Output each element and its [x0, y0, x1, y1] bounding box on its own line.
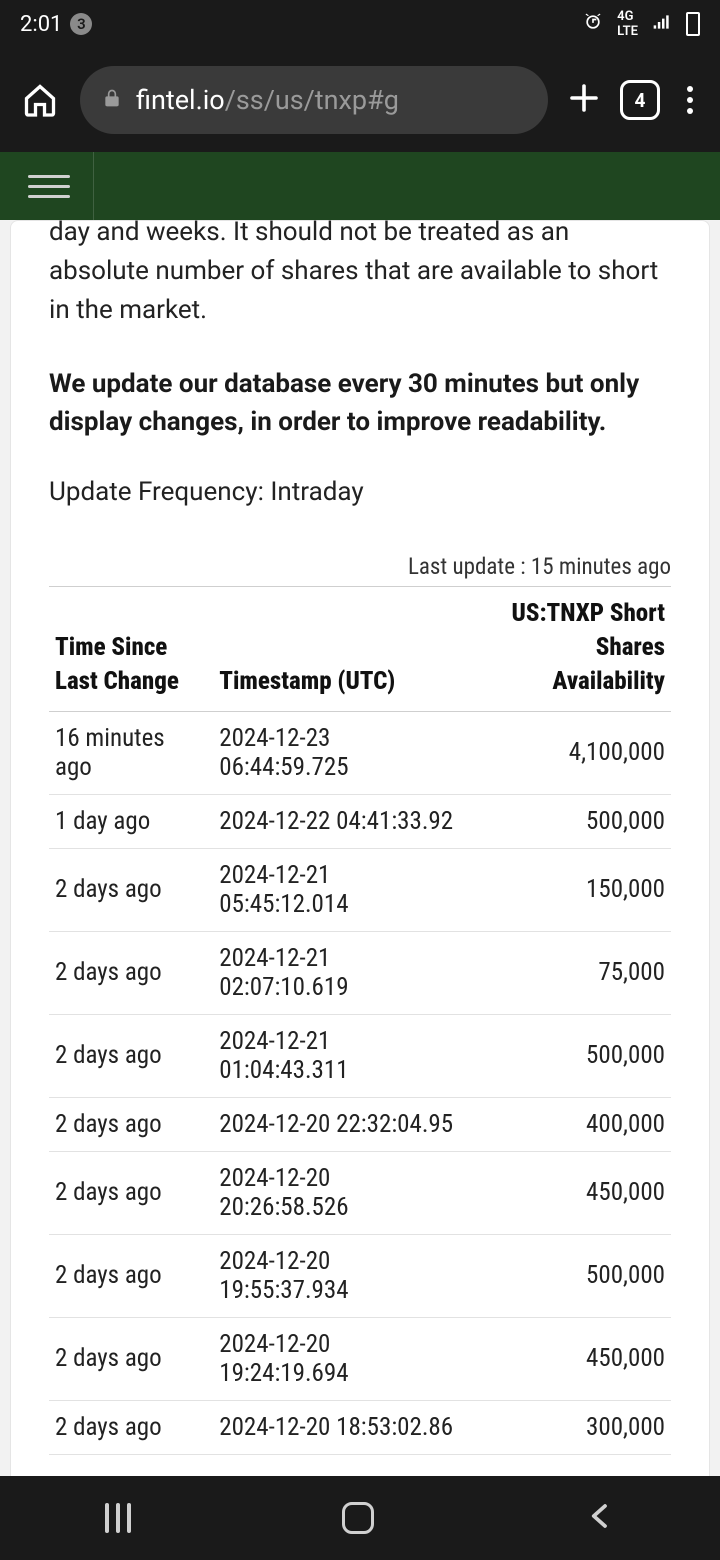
url-path: /ss/us/tnxp#g: [225, 84, 399, 116]
hamburger-icon: [28, 175, 70, 198]
tab-switcher-button[interactable]: 4: [620, 80, 660, 120]
table-row: 2 days ago2024-12-21 01:04:43.311500,000: [49, 1014, 671, 1097]
cell-time-since: 2 days ago: [49, 1151, 213, 1234]
update-freq-label: Update Frequency:: [49, 477, 264, 507]
cell-availability: 75,000: [471, 931, 671, 1014]
page-content[interactable]: day and weeks. It should not be treated …: [0, 220, 720, 1476]
table-row: 16 minutes ago2024-12-23 06:44:59.7254,1…: [49, 711, 671, 794]
overflow-menu-button[interactable]: [678, 86, 702, 114]
cell-time-since: 2 days ago: [49, 1317, 213, 1400]
cell-timestamp: 2024-12-23 06:44:59.725: [213, 711, 471, 794]
cell-timestamp: 2024-12-20 19:24:19.694: [213, 1317, 471, 1400]
table-row: 2 days ago2024-12-20 22:32:04.95400,000: [49, 1097, 671, 1151]
new-tab-button[interactable]: [566, 80, 602, 120]
info-card: day and weeks. It should not be treated …: [10, 220, 710, 1476]
col-header-timestamp: Timestamp (UTC): [213, 587, 471, 711]
home-nav-button[interactable]: [342, 1502, 374, 1534]
cell-availability: 500,000: [471, 1234, 671, 1317]
cell-availability: 450,000: [471, 1317, 671, 1400]
cell-availability: 400,000: [471, 1097, 671, 1151]
short-availability-table: Time Since Last Change Timestamp (UTC) U…: [49, 586, 671, 1454]
description-paragraph: day and weeks. It should not be treated …: [49, 220, 671, 330]
cell-time-since: 1 day ago: [49, 794, 213, 848]
browser-toolbar: fintel.io/ss/us/tnxp#g 4: [0, 48, 720, 152]
update-note: We update our database every 30 minutes …: [49, 366, 671, 441]
url-text: fintel.io/ss/us/tnxp#g: [136, 84, 399, 116]
cell-availability: 500,000: [471, 1014, 671, 1097]
cell-timestamp: 2024-12-22 04:41:33.92: [213, 794, 471, 848]
url-bar[interactable]: fintel.io/ss/us/tnxp#g: [80, 66, 548, 134]
battery-icon: [686, 12, 700, 36]
cell-timestamp: 2024-12-20 20:26:58.526: [213, 1151, 471, 1234]
cell-timestamp: 2024-12-21 01:04:43.311: [213, 1014, 471, 1097]
recents-button[interactable]: [105, 1503, 131, 1533]
signal-icon: [652, 12, 672, 36]
cell-availability: 500,000: [471, 794, 671, 848]
cell-time-since: 2 days ago: [49, 1234, 213, 1317]
cell-timestamp: 2024-12-20 19:55:37.934: [213, 1234, 471, 1317]
back-button[interactable]: [585, 1501, 615, 1535]
cell-availability: 300,000: [471, 1400, 671, 1454]
site-header: [0, 152, 720, 220]
cell-availability: 150,000: [471, 848, 671, 931]
update-freq-value: Intraday: [270, 477, 363, 507]
cell-time-since: 2 days ago: [49, 848, 213, 931]
network-icon: 4GLTE: [617, 9, 638, 39]
system-nav-bar: [0, 1476, 720, 1560]
cell-time-since: 2 days ago: [49, 1400, 213, 1454]
lock-icon: [102, 87, 122, 113]
cell-time-since: 2 days ago: [49, 1097, 213, 1151]
site-menu-button[interactable]: [4, 152, 94, 220]
cell-time-since: 2 days ago: [49, 931, 213, 1014]
cell-availability: 4,100,000: [471, 711, 671, 794]
table-row: 2 days ago2024-12-20 20:26:58.526450,000: [49, 1151, 671, 1234]
notification-count-badge: 3: [70, 13, 92, 35]
cell-time-since: 2 days ago: [49, 1014, 213, 1097]
cell-timestamp: 2024-12-20 22:32:04.95: [213, 1097, 471, 1151]
col-header-availability: US:TNXP Short Shares Availability: [471, 587, 671, 711]
cell-timestamp: 2024-12-20 18:53:02.86: [213, 1400, 471, 1454]
tab-count: 4: [635, 89, 646, 112]
table-row: 2 days ago2024-12-21 05:45:12.014150,000: [49, 848, 671, 931]
table-row: 2 days ago2024-12-20 19:55:37.934500,000: [49, 1234, 671, 1317]
table-row: 2 days ago2024-12-20 18:53:02.86300,000: [49, 1400, 671, 1454]
alarm-icon: [583, 12, 603, 36]
status-bar: 2:01 3 4GLTE: [0, 0, 720, 48]
cell-timestamp: 2024-12-21 02:07:10.619: [213, 931, 471, 1014]
cell-availability: 450,000: [471, 1151, 671, 1234]
cell-timestamp: 2024-12-21 05:45:12.014: [213, 848, 471, 931]
url-host: fintel.io: [136, 84, 225, 116]
table-row: 2 days ago2024-12-21 02:07:10.61975,000: [49, 931, 671, 1014]
status-right: 4GLTE: [583, 9, 700, 39]
cell-time-since: 16 minutes ago: [49, 711, 213, 794]
table-row: 1 day ago2024-12-22 04:41:33.92500,000: [49, 794, 671, 848]
table-row: 2 days ago2024-12-20 19:24:19.694450,000: [49, 1317, 671, 1400]
status-left: 2:01 3: [20, 12, 92, 37]
last-update-text: Last update : 15 minutes ago: [49, 553, 671, 580]
update-frequency: Update Frequency: Intraday: [49, 477, 671, 507]
clock-time: 2:01: [20, 12, 62, 37]
col-header-time-since: Time Since Last Change: [49, 587, 213, 711]
home-button[interactable]: [18, 82, 62, 118]
